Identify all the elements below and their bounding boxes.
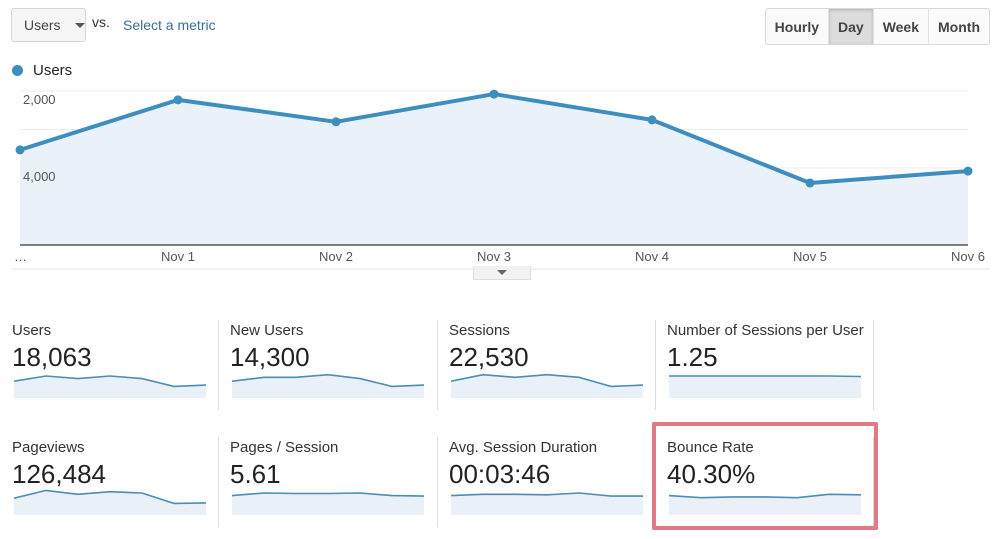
week-button[interactable]: Week [872,9,929,44]
bounce-rate-highlight [652,422,878,530]
day-button[interactable]: Day [828,9,873,44]
metric-value: 18,063 [12,342,92,372]
sparkline [451,373,644,398]
y-tick-label: 4,000 [23,169,56,184]
data-point [489,89,499,99]
card-divider [655,320,656,410]
sparkline-area [451,493,643,515]
data-point [963,166,973,176]
sparkline-line [669,493,862,499]
metric-value: 22,530 [449,342,529,372]
sparkline [14,489,207,515]
card-divider [218,437,219,527]
sparkline-area [669,376,861,398]
collapse-chart-button[interactable] [473,266,531,280]
metric-card[interactable]: Pages / Session 5.61 [230,439,430,539]
metric-select[interactable]: Users [11,8,86,42]
metric-label: Sessions [449,322,510,339]
sparkline [451,492,643,515]
x-tick-label: Nov 4 [635,249,669,264]
metric-card[interactable]: Avg. Session Duration 00:03:46 [449,439,649,539]
vs-label: vs. [92,14,110,30]
metric-label: Users [12,322,52,339]
metric-card[interactable]: New Users 14,300 [230,322,430,422]
data-point [15,145,25,155]
metric-card[interactable]: Number of Sessions per User 1.25 [667,322,867,422]
chevron-down-icon [74,22,85,28]
sparkline-line [232,492,425,497]
x-tick-label: Nov 1 [161,249,195,264]
sparkline [669,375,862,398]
card-divider [873,437,874,527]
chevron-down-icon [497,270,507,275]
metric-value: 00:03:46 [449,459,551,489]
sparkline-area [451,374,643,398]
card-divider [873,320,874,410]
area-fill [20,94,968,245]
sparkline [669,493,862,515]
sparkline-line [14,489,207,505]
select-metric-link[interactable]: Select a metric [123,17,216,33]
metric-label: Pageviews [12,439,85,456]
metric-label: Pages / Session [230,439,339,456]
data-point [805,178,815,188]
legend-label: Users [33,62,73,79]
metric-value: 40.30% [667,459,756,489]
chart-legend: Users [12,62,72,79]
card-divider [437,437,438,527]
sparkline-area [14,376,206,398]
card-divider [437,320,438,410]
sparkline-line [232,373,425,388]
metric-card[interactable]: Users 18,063 [12,322,212,422]
sparkline-line [14,375,207,388]
hourly-button[interactable]: Hourly [765,9,828,44]
data-point [647,115,657,125]
sparkline [232,373,425,398]
data-point [331,117,341,127]
sparkline [232,492,425,515]
metric-value: 126,484 [12,459,106,489]
y-tick-label: 2,000 [23,92,56,107]
x-tick-label: Nov 3 [477,249,511,264]
month-button[interactable]: Month [928,9,989,44]
users-line-chart: 2,000 4,000 … Nov 1 Nov 2 Nov 3 Nov 4 Nov 5 Nov … [12,89,990,270]
metric-label: Bounce Rate [667,439,754,456]
data-point [173,95,183,105]
metric-value: 14,300 [230,342,310,372]
sparkline-area [14,490,206,515]
sparkline-area [232,493,424,515]
card-divider [218,320,219,410]
metric-card[interactable]: Sessions 22,530 [449,322,649,422]
sparkline-area [669,494,861,515]
sparkline-line [451,492,643,497]
x-tick-label: Nov 6 [951,249,985,264]
metric-select-value: Users [24,17,61,33]
metric-label: New Users [230,322,304,339]
sparkline-line [451,373,644,388]
granularity-toggle: Hourly Day Week Month [764,8,990,45]
sparkline [14,375,207,398]
metric-card[interactable]: Bounce Rate 40.30% [667,439,867,539]
metric-value: 1.25 [667,342,718,372]
legend-dot-icon [12,65,23,76]
sparkline-area [232,374,424,398]
metric-label: Avg. Session Duration [449,439,598,456]
x-tick-label: … [14,249,27,264]
metric-label: Number of Sessions per User [667,322,864,339]
x-tick-label: Nov 5 [793,249,827,264]
metric-card[interactable]: Pageviews 126,484 [12,439,212,539]
x-tick-label: Nov 2 [319,249,353,264]
metric-value: 5.61 [230,459,281,489]
sparkline-line [669,375,862,378]
